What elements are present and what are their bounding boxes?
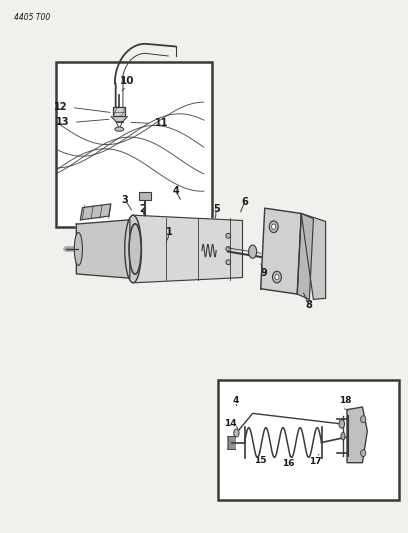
Polygon shape: [76, 220, 130, 278]
Text: 4: 4: [233, 395, 239, 405]
Polygon shape: [111, 116, 127, 122]
Ellipse shape: [226, 260, 231, 265]
Text: 6: 6: [241, 197, 248, 207]
Text: 15: 15: [254, 456, 266, 465]
Text: 4: 4: [172, 185, 179, 196]
Ellipse shape: [234, 429, 239, 437]
Ellipse shape: [129, 224, 141, 274]
Ellipse shape: [269, 221, 278, 232]
Ellipse shape: [248, 245, 257, 259]
Ellipse shape: [115, 127, 124, 131]
Text: 9: 9: [261, 268, 267, 278]
Text: 8: 8: [305, 300, 312, 310]
Ellipse shape: [339, 419, 345, 428]
Text: 3: 3: [122, 195, 129, 205]
Ellipse shape: [125, 215, 142, 283]
Bar: [113, 107, 125, 116]
Polygon shape: [297, 214, 313, 300]
Text: 16: 16: [282, 459, 295, 469]
Ellipse shape: [272, 224, 276, 229]
Bar: [56, 62, 212, 227]
Text: 17: 17: [309, 457, 322, 466]
Text: 18: 18: [339, 396, 351, 405]
Text: 14: 14: [224, 419, 237, 429]
Ellipse shape: [275, 274, 279, 280]
Text: 13: 13: [55, 117, 69, 127]
Text: 11: 11: [155, 118, 168, 128]
Bar: [139, 192, 151, 200]
Ellipse shape: [361, 416, 366, 423]
Ellipse shape: [74, 232, 82, 265]
Polygon shape: [301, 214, 326, 300]
Text: 15: 15: [352, 430, 364, 439]
Ellipse shape: [273, 271, 282, 283]
Text: 1: 1: [166, 227, 173, 237]
Polygon shape: [133, 215, 242, 283]
Polygon shape: [80, 204, 111, 220]
Ellipse shape: [226, 233, 231, 238]
Ellipse shape: [226, 247, 231, 252]
Text: 5: 5: [213, 204, 220, 214]
Text: 10: 10: [120, 76, 134, 86]
Bar: [218, 381, 399, 500]
Text: 4405 T00: 4405 T00: [13, 13, 50, 22]
Text: 12: 12: [53, 102, 67, 112]
Ellipse shape: [341, 432, 345, 440]
Polygon shape: [261, 208, 301, 294]
Polygon shape: [347, 407, 367, 463]
Text: 2: 2: [139, 204, 146, 214]
Ellipse shape: [361, 450, 366, 457]
